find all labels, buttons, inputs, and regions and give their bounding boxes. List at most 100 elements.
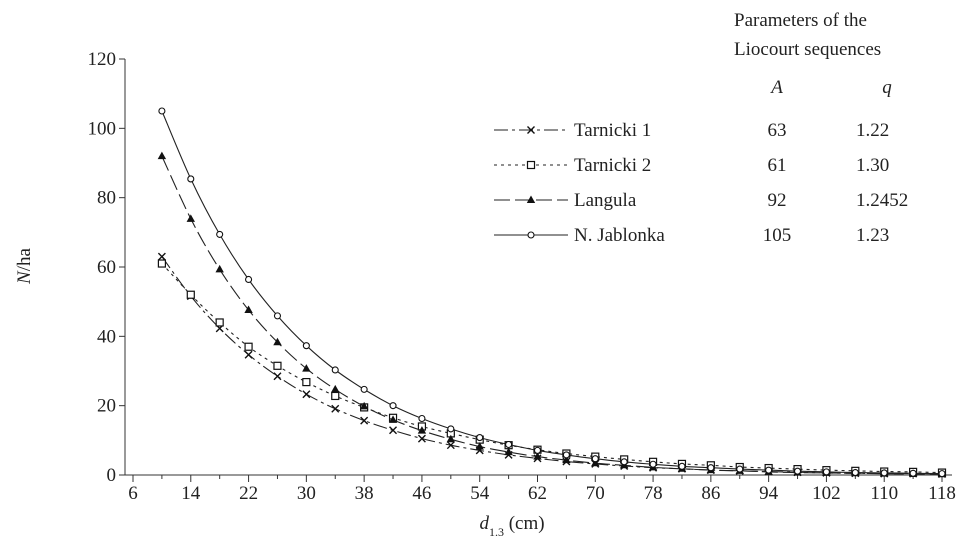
data-point-tarnicki-1 <box>389 426 398 435</box>
data-point-tarnicki-2 <box>186 290 195 299</box>
data-point-n-jablonka <box>389 402 397 410</box>
data-point-langula <box>186 214 195 222</box>
data-point-n-jablonka <box>880 469 888 477</box>
data-point-n-jablonka <box>938 470 946 478</box>
x-tick-label: 70 <box>586 483 605 504</box>
y-tick-label: 120 <box>88 49 117 70</box>
legend-a-langula: 92 <box>768 190 787 211</box>
x-tick-label: 78 <box>644 483 663 504</box>
data-point-langula <box>331 384 340 393</box>
legend-label-n-jablonka: N. Jablonka <box>574 225 665 246</box>
legend-marker-langula <box>526 195 536 203</box>
legend-q-langula: 1.2452 <box>856 190 908 211</box>
legend-col-a: A <box>769 77 783 98</box>
data-point-tarnicki-1 <box>417 434 426 443</box>
data-point-n-jablonka <box>736 465 744 473</box>
data-point-n-jablonka <box>273 312 282 320</box>
data-point-tarnicki-1 <box>273 372 282 381</box>
data-point-langula <box>562 455 571 464</box>
data-point-langula <box>533 452 542 460</box>
x-tick-label: 22 <box>239 483 258 504</box>
data-point-tarnicki-2 <box>157 259 166 268</box>
legend-a-tarnicki-2: 61 <box>768 155 787 176</box>
x-tick-label: 102 <box>812 483 841 504</box>
x-axis-label: d1.3 (cm) <box>479 513 544 539</box>
x-tick-label: 14 <box>181 483 201 504</box>
series-line-n-jablonka <box>161 110 943 475</box>
data-point-n-jablonka <box>851 469 859 477</box>
data-point-tarnicki-1 <box>331 404 340 413</box>
y-tick-label: 0 <box>107 465 117 486</box>
legend-label-tarnicki-1: Tarnicki 1 <box>574 120 651 141</box>
y-axis-label: N/ha <box>14 247 35 284</box>
x-tick-label: 86 <box>701 483 720 504</box>
y-tick-label: 60 <box>97 257 116 278</box>
data-point-tarnicki-1 <box>244 350 253 359</box>
data-point-tarnicki-2 <box>215 318 224 327</box>
data-point-n-jablonka <box>447 425 455 433</box>
data-point-langula <box>273 337 282 346</box>
data-point-langula <box>504 447 513 456</box>
x-tick-label: 118 <box>928 483 956 504</box>
data-point-n-jablonka <box>707 464 715 472</box>
data-point-n-jablonka <box>793 467 802 475</box>
x-tick-label: 62 <box>528 483 547 504</box>
data-point-langula <box>157 151 167 160</box>
legend-header-line1: Parameters of the <box>734 10 867 31</box>
x-tick-label: 30 <box>297 483 316 504</box>
legend-q-tarnicki-1: 1.22 <box>856 120 889 141</box>
data-point-tarnicki-2 <box>244 342 253 351</box>
data-point-n-jablonka <box>505 440 513 449</box>
data-point-n-jablonka <box>765 466 773 474</box>
data-point-langula <box>302 364 311 372</box>
data-point-langula <box>446 434 456 443</box>
data-point-langula <box>475 442 484 450</box>
x-tick-label: 38 <box>355 483 374 504</box>
legend: Parameters of the Liocourt sequences A q… <box>494 10 908 246</box>
data-point-langula <box>388 415 398 423</box>
legend-label-langula: Langula <box>574 190 637 211</box>
data-point-n-jablonka <box>360 385 368 393</box>
data-point-langula <box>359 401 369 410</box>
x-tick-label: 46 <box>412 483 431 504</box>
series-line-tarnicki-1 <box>161 256 943 475</box>
data-point-tarnicki-1 <box>360 416 369 425</box>
x-tick-label: 94 <box>759 483 779 504</box>
x-tick-label: 6 <box>128 483 138 504</box>
x-tick-label: 54 <box>470 483 490 504</box>
data-point-n-jablonka <box>331 366 339 374</box>
legend-header-line2: Liocourt sequences <box>734 39 881 60</box>
data-point-n-jablonka <box>620 458 628 466</box>
data-point-tarnicki-2 <box>331 391 340 401</box>
legend-marker-n-jablonka <box>527 231 535 239</box>
series-curves <box>157 107 947 478</box>
data-point-n-jablonka <box>158 107 166 115</box>
legend-q-tarnicki-2: 1.30 <box>856 155 889 176</box>
data-point-n-jablonka <box>216 230 224 238</box>
legend-marker-tarnicki-2 <box>526 160 536 170</box>
data-point-n-jablonka <box>649 460 657 468</box>
data-point-n-jablonka <box>245 275 253 284</box>
data-point-n-jablonka <box>476 434 484 442</box>
data-point-langula <box>244 305 253 313</box>
data-point-tarnicki-1 <box>446 441 455 450</box>
data-point-n-jablonka <box>562 451 570 459</box>
x-tick-label: 110 <box>870 483 898 504</box>
data-point-n-jablonka <box>678 462 686 470</box>
data-point-n-jablonka <box>418 414 426 423</box>
legend-col-q: q <box>882 77 892 98</box>
y-tick-label: 20 <box>97 396 116 417</box>
legend-label-tarnicki-2: Tarnicki 2 <box>574 155 651 176</box>
data-point-n-jablonka <box>909 469 917 477</box>
axes: 0 20 40 60 80 100 120 6 14 22 30 38 46 54 62 70 78 86 94 10… <box>88 49 956 504</box>
data-point-n-jablonka <box>591 455 599 463</box>
data-point-tarnicki-2 <box>302 377 311 387</box>
series-line-langula <box>161 155 943 475</box>
y-tick-label: 100 <box>88 118 117 139</box>
legend-a-n-jablonka: 105 <box>763 225 792 246</box>
y-tick-label: 40 <box>97 326 116 347</box>
data-point-n-jablonka <box>302 342 310 350</box>
data-point-langula <box>215 264 224 273</box>
legend-q-n-jablonka: 1.23 <box>856 225 889 246</box>
